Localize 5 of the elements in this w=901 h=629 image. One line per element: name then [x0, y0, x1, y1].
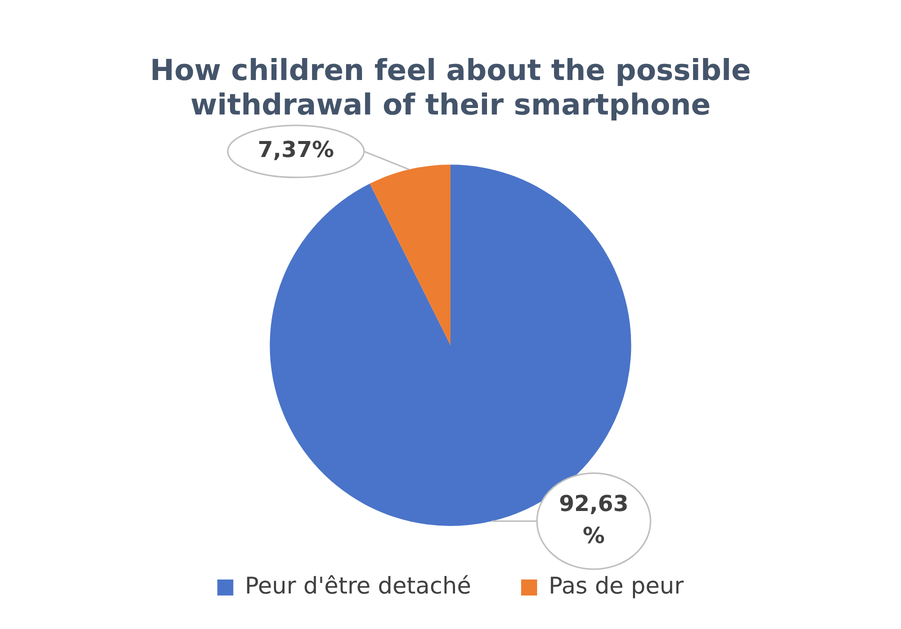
data-label: 92,63 % [558, 492, 629, 549]
data-label: 7,37% [258, 138, 334, 164]
chart-title: How children feel about the possible withdrawal of their smartphone [150, 52, 751, 122]
legend-label: Pas de peur [548, 573, 684, 600]
legend-label: Peur d'être detaché [244, 573, 472, 600]
